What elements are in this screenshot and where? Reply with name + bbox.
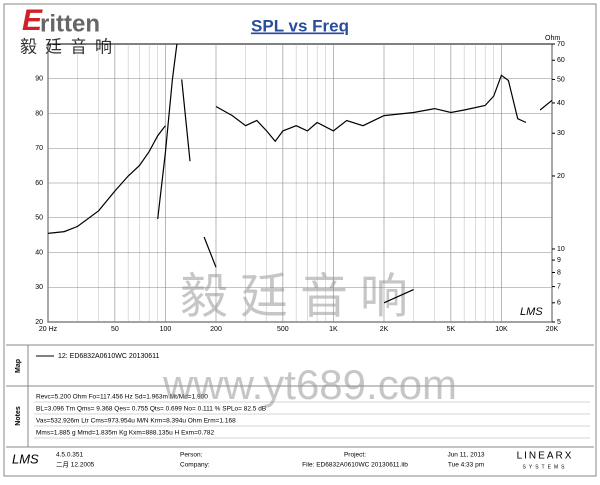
project: Project: (344, 452, 366, 459)
brand-sub: SYSTEMS (523, 464, 568, 470)
logo-initial: E (22, 4, 43, 37)
legend-label: 12: ED6832A0610WC 20130611 (58, 353, 160, 360)
y2-tick-label: 70 (557, 41, 565, 48)
note-line: Vas=532.926m Ltr Cms=973.954u M/N Krm=8.… (36, 418, 236, 425)
brand: LINEARX (517, 451, 574, 462)
y-tick-label: 30 (35, 284, 43, 291)
notes-label: Notes (15, 406, 22, 426)
map-label: Map (15, 359, 22, 373)
y2-tick-label: 50 (557, 76, 565, 83)
y-tick-label: 90 (35, 76, 43, 83)
y-tick-label: 50 (35, 215, 43, 222)
y-tick-label: 40 (35, 249, 43, 256)
company: Company: (180, 462, 210, 469)
note-line: BL=3.096 Tm Qms= 9.368 Qes= 0.755 Qts= 0… (36, 406, 266, 413)
x-tick-label: 100 (160, 326, 172, 333)
plot-logo: LMS (520, 306, 543, 318)
y2-tick-label: 8 (557, 269, 561, 276)
watermark-chinese: 毅廷音响 (180, 271, 420, 324)
y-tick-label: 20 (35, 319, 43, 326)
logo-chinese: 毅廷音响 (20, 37, 120, 56)
frame (3, 3, 597, 477)
run-date: Jun 11, 2013 (447, 452, 484, 459)
x-tick-label: 200 (210, 326, 222, 333)
x-tick-label: 10K (495, 326, 508, 333)
chart-title: SPL vs Freq (251, 16, 349, 35)
person: Person: (180, 452, 203, 459)
file: File: ED6832A0610WC 20130611.lib (302, 462, 408, 469)
note-line: Mms=1.885 g Mmd=1.835m Kg Kxm=888.135u H… (36, 430, 215, 437)
x-tick-label: 20K (546, 326, 559, 333)
y2-tick-label: 5 (557, 319, 561, 326)
y2-tick-label: 30 (557, 130, 565, 137)
y2-tick-label: 10 (557, 246, 565, 253)
y-tick-label: 70 (35, 145, 43, 152)
y2-tick-label: 6 (557, 300, 561, 307)
y2-tick-label: 20 (557, 173, 565, 180)
logo-brand: ritten (40, 10, 100, 37)
watermark-url: www.yt689.com (162, 361, 457, 408)
build-date: 二月 12.2005 (56, 461, 95, 469)
y2-tick-label: 60 (557, 57, 565, 64)
version: 4.5.0.351 (56, 452, 83, 459)
note-line: Revc=5.200 Ohm Fo=117.456 Hz Sd=1.963m M… (36, 394, 208, 401)
y-tick-label: 80 (35, 110, 43, 117)
x-tick-label: 50 (111, 326, 119, 333)
x-tick-label: 500 (277, 326, 289, 333)
x-tick-label: 2K (380, 326, 389, 333)
y2-tick-label: 7 (557, 283, 561, 290)
y2-tick-label: 9 (557, 257, 561, 264)
x-tick-label: 1K (329, 326, 338, 333)
footer-logo: LMS (12, 451, 39, 466)
series-line (47, 74, 553, 234)
y2-tick-label: 40 (557, 100, 565, 107)
x-tick-label: 20 Hz (39, 326, 58, 333)
run-time: Tue 4:33 pm (448, 462, 484, 469)
x-tick-label: 5K (447, 326, 456, 333)
y-tick-label: 60 (35, 180, 43, 187)
y2-axis-label: Ohm (545, 35, 560, 42)
